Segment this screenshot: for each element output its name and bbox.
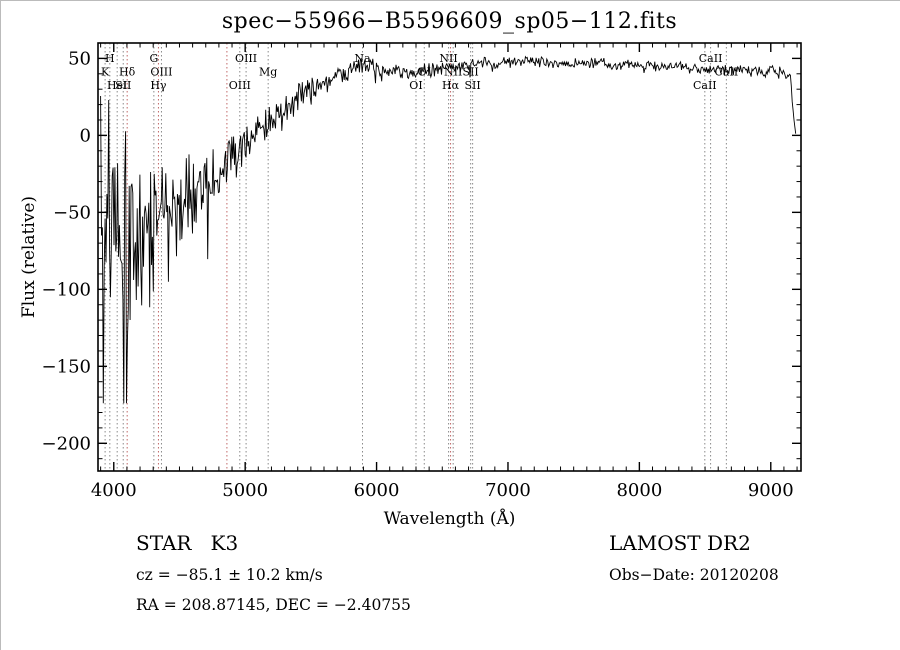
spectral-line-label: OIII: [229, 79, 251, 92]
spectral-line-label: Mg: [259, 66, 277, 79]
y-axis-tick-label: 0: [80, 125, 91, 146]
cz-velocity-text: cz = −85.1 ± 10.2 km/s: [136, 566, 323, 584]
object-class-text: STAR K3: [136, 531, 239, 555]
plot-border: [97, 42, 802, 472]
spectral-line-label: Hδ: [119, 66, 136, 79]
spectral-line-label: OI: [409, 79, 422, 92]
y-axis-tick-label: −50: [53, 202, 91, 223]
x-axis-tick-label: 7000: [485, 480, 531, 501]
x-axis-tick-label: 6000: [354, 480, 400, 501]
y-axis-tick-label: −200: [42, 433, 91, 454]
x-axis-tick-label: 9000: [748, 480, 794, 501]
y-axis-tick-label: −100: [42, 279, 91, 300]
ra-dec-text: RA = 208.87145, DEC = −2.40755: [136, 596, 411, 614]
x-axis-tick-label: 8000: [616, 480, 662, 501]
x-axis-tick-label: 4000: [91, 480, 137, 501]
spectral-line-label: G: [149, 52, 158, 65]
x-axis-label: Wavelength (Å): [383, 509, 516, 529]
spectral-line-label: CaII: [699, 52, 723, 65]
spectral-line-label: OIII: [235, 52, 257, 65]
spectral-line-label: H: [105, 52, 115, 65]
spectral-line-label: HeI: [107, 79, 127, 92]
spectral-line-label: NII: [439, 52, 457, 65]
spectral-line-label: CaII: [693, 79, 717, 92]
spectral-line-label: K: [101, 66, 110, 79]
y-axis-tick-label: 50: [68, 48, 91, 69]
spectral-line-label: SII: [465, 79, 481, 92]
chart-title: spec−55966−B5596609_sp05−112.fits: [221, 9, 678, 34]
spectral-line-label: Hα: [442, 79, 460, 92]
spectral-line-label: Hγ: [150, 79, 167, 92]
x-axis-tick-label: 5000: [222, 480, 268, 501]
obs-date-text: Obs−Date: 20120208: [609, 566, 779, 584]
spectrum-trace: [100, 55, 797, 404]
spectral-line-label: OIII: [150, 66, 172, 79]
survey-text: LAMOST DR2: [609, 531, 751, 555]
spectral-line-label: Na: [354, 52, 371, 65]
spectral-line-label: SII: [115, 79, 131, 92]
y-axis-tick-label: −150: [42, 356, 91, 377]
